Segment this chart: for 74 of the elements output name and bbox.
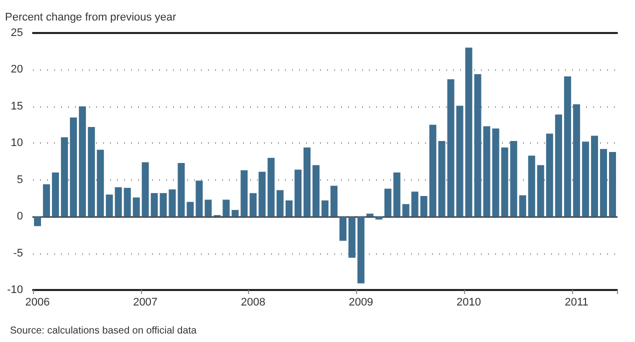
bar	[150, 193, 158, 217]
bar	[402, 204, 410, 217]
x-tick-label: 2009	[348, 296, 374, 308]
bar	[537, 165, 544, 217]
y-tick-label: 15	[10, 100, 23, 112]
x-tick-label: 2006	[25, 296, 50, 308]
bar	[564, 76, 572, 217]
y-axis-title: Percent change from previous year	[5, 12, 177, 24]
bar	[42, 184, 50, 217]
y-tick-label: -5	[13, 247, 23, 260]
bar	[258, 172, 266, 217]
bar	[34, 216, 41, 226]
bar	[294, 170, 302, 217]
bar	[142, 162, 149, 217]
bar	[321, 200, 329, 217]
x-tick-label: 2010	[456, 296, 481, 308]
bar	[106, 194, 113, 217]
bar	[492, 128, 500, 217]
bar	[501, 148, 508, 217]
bar	[438, 140, 446, 217]
bar	[528, 156, 536, 217]
bar	[348, 216, 356, 258]
y-tick-label: 25	[10, 27, 23, 39]
bar	[375, 216, 382, 220]
bar	[124, 188, 131, 217]
bar	[70, 117, 77, 217]
bar	[114, 187, 122, 217]
bar	[519, 195, 526, 217]
bar	[339, 216, 346, 241]
bar	[276, 190, 284, 217]
bar	[357, 216, 364, 284]
bar	[222, 200, 230, 217]
bar	[96, 150, 104, 217]
bar	[196, 180, 203, 217]
bar	[78, 106, 86, 217]
bar	[286, 200, 293, 217]
bar	[132, 197, 140, 217]
bar	[609, 152, 616, 217]
y-tick-label: 0	[16, 210, 23, 223]
bar	[447, 79, 454, 217]
bar	[600, 149, 608, 217]
bar	[204, 200, 212, 217]
bar	[555, 114, 562, 217]
bar	[160, 193, 167, 217]
bar	[582, 142, 590, 217]
bar	[330, 186, 338, 217]
y-tick-label: 20	[10, 64, 23, 76]
x-tick-label: 2008	[240, 296, 266, 308]
bar	[232, 210, 239, 217]
y-tick-label: 10	[10, 137, 23, 150]
y-tick-label: 5	[16, 174, 23, 186]
bar	[393, 172, 400, 217]
bar	[366, 214, 374, 217]
x-tick-label: 2007	[133, 296, 158, 308]
bar	[573, 104, 580, 217]
bar	[60, 137, 68, 217]
x-tick-label: 2011	[564, 296, 588, 308]
bar	[88, 126, 95, 217]
bar	[52, 172, 59, 217]
bar	[546, 134, 554, 217]
bar	[483, 126, 490, 217]
y-tick-label: -10	[7, 284, 23, 296]
bar	[591, 136, 598, 217]
bar	[312, 165, 320, 217]
bar	[304, 148, 311, 217]
bar	[268, 158, 275, 217]
bar	[420, 196, 428, 217]
bar	[250, 193, 257, 217]
bar	[510, 140, 518, 217]
bar	[411, 192, 418, 217]
source-note: Source: calculations based on official data	[10, 326, 198, 336]
bar	[429, 124, 436, 217]
bar	[384, 188, 392, 217]
bar	[240, 170, 248, 217]
